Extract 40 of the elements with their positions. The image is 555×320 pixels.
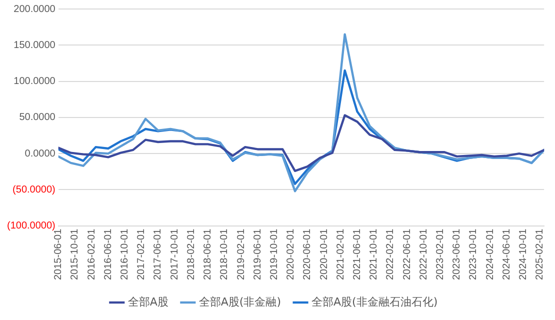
legend-label: 全部A股(非金融石油石化) xyxy=(312,295,438,308)
x-tick-label: 2016-10-01 xyxy=(120,228,131,280)
x-tick-label: 2019-02-01 xyxy=(236,228,247,280)
x-tick-label: 2020-02-01 xyxy=(286,228,297,280)
x-tick-label: 2017-06-01 xyxy=(152,228,164,280)
x-tick-label: 2018-02-01 xyxy=(186,228,197,280)
x-tick-label: 2021-10-01 xyxy=(368,228,380,280)
x-tick-label: 2021-02-01 xyxy=(335,228,346,280)
x-tick-label: 2018-10-01 xyxy=(219,228,230,280)
y-tick-label: 50.0000 xyxy=(19,112,56,124)
x-tick-label: 2021-06-01 xyxy=(352,228,364,280)
x-tick-label: 2018-06-01 xyxy=(202,228,214,280)
x-tick-label: 2024-02-01 xyxy=(484,228,496,280)
x-tick-label: 2024-06-01 xyxy=(501,228,512,280)
x-tick-label: 2016-02-01 xyxy=(86,228,98,280)
x-tick-label: 2022-10-01 xyxy=(418,228,430,280)
x-tick-label: 2015-10-01 xyxy=(70,228,81,280)
x-tick-label: 2017-02-01 xyxy=(136,228,148,280)
x-tick-label: 2020-10-01 xyxy=(318,228,330,280)
x-tick-label: 2025-02-01 xyxy=(534,228,546,280)
y-tick-label: 100.0000 xyxy=(14,76,56,88)
x-tick-label: 2015-06-01 xyxy=(53,228,64,280)
x-tick-label: 2016-06-01 xyxy=(102,228,114,280)
y-tick-label: 200.0000 xyxy=(14,4,56,15)
y-tick-label: 150.0000 xyxy=(14,40,56,51)
x-tick-label: 2019-10-01 xyxy=(268,228,280,280)
y-tick-label: (50.0000) xyxy=(12,184,56,196)
x-tick-label: 2023-02-01 xyxy=(435,228,446,280)
legend-label: 全部A股(非金融) xyxy=(198,295,282,308)
legend-label: 全部A股 xyxy=(128,295,168,308)
x-tick-label: 2023-06-01 xyxy=(452,228,463,280)
x-tick-label: 2023-10-01 xyxy=(468,228,480,280)
x-tick-label: 2022-02-01 xyxy=(385,228,396,280)
y-tick-label: (100.0000) xyxy=(6,220,56,232)
x-tick-label: 2020-06-01 xyxy=(302,228,314,280)
x-tick-label: 2019-06-01 xyxy=(252,228,264,280)
y-tick-label: 0.0000 xyxy=(24,148,56,160)
x-tick-label: 2022-06-01 xyxy=(402,228,413,280)
x-tick-label: 2017-10-01 xyxy=(169,228,180,280)
x-tick-label: 2024-10-01 xyxy=(518,228,530,280)
